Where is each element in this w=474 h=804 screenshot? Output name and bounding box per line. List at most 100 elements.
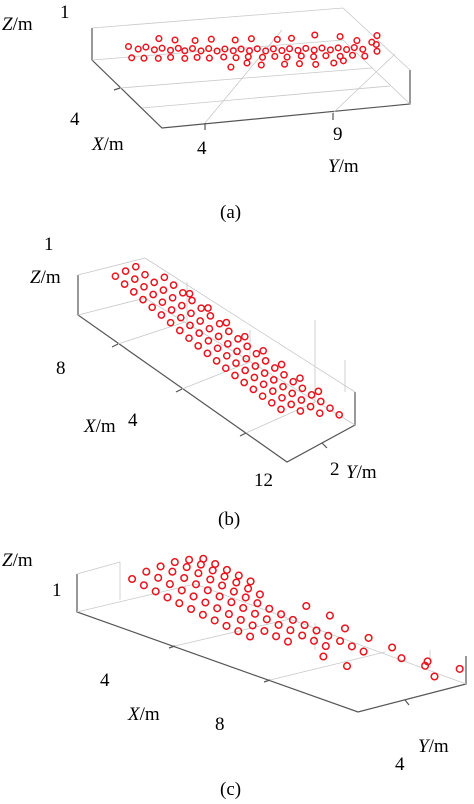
panel-c-point-52 [246, 632, 255, 641]
panel-b-axes [77, 257, 356, 463]
panel-a-point-28 [350, 44, 358, 52]
panel-a-point-68 [247, 35, 255, 43]
panel-a-point-36 [205, 54, 213, 62]
panel-c-point-71 [397, 654, 406, 663]
panel-a-point-40 [258, 53, 267, 61]
panel-c-point-79 [430, 672, 439, 681]
panel-b-caption: (b) [218, 509, 240, 530]
panel-a-back-edge [91, 7, 344, 29]
panel-b-point-62 [258, 392, 267, 401]
panel-b-point-49 [252, 349, 261, 358]
panel-c-point-36 [213, 604, 222, 613]
panel-c-point-57 [286, 626, 295, 635]
panel-b-point-57 [270, 364, 279, 372]
panel-b-point-64 [279, 382, 287, 391]
panel-a-point-18 [269, 45, 277, 53]
panel-b-point-4 [130, 275, 139, 283]
panel-c-y-tick-label-1: 4 [395, 754, 405, 775]
panel-c-point-35 [198, 610, 207, 619]
panel-b: 1 Z/m 8 X/m 4 12 2 Y/m (b) [30, 234, 377, 530]
panel-a-point-1 [134, 45, 142, 53]
panel-c-point-69 [364, 633, 373, 642]
panel-c-point-55 [288, 615, 297, 624]
panel-b-point-2 [131, 262, 140, 271]
panel-b-x-tick-2 [175, 388, 183, 393]
panel-c-x-tick-2 [263, 679, 271, 683]
panel-b-point-13 [169, 281, 178, 289]
panel-c-caption: (c) [220, 779, 241, 800]
panel-c-grid-2 [269, 651, 386, 681]
panel-b-grid-1 [117, 321, 186, 345]
panel-b-point-34 [194, 342, 203, 350]
panel-b-point-12 [159, 286, 168, 294]
panel-b-point-45 [243, 342, 252, 351]
panel-a-point-2 [142, 43, 150, 51]
panel-a-point-12 [221, 45, 229, 53]
panel-c-point-24 [175, 599, 184, 608]
panel-c-x-tick-label-1: 4 [100, 670, 110, 691]
panel-b-x-tick-1 [111, 343, 119, 348]
panel-c-point-49 [248, 621, 257, 630]
panel-b-point-59 [259, 380, 268, 389]
panel-a-point-22 [302, 44, 310, 52]
panel-b-x-axis-label: X/m [83, 416, 116, 437]
panel-c-point-0 [128, 574, 137, 584]
panel-b-point-80 [185, 289, 194, 298]
panel-a-point-69 [273, 35, 281, 43]
panel-a-x-axis-label: X/m [91, 134, 124, 155]
panel-c-y-tick-1 [404, 699, 410, 706]
panel-b-z-axis-label: Z/m [30, 267, 61, 288]
panel-b-point-14 [148, 303, 157, 312]
panel-c-point-56 [272, 632, 281, 641]
panel-b-back-edge [77, 257, 146, 276]
panel-b-point-60 [269, 376, 278, 384]
panel-a-point-52 [373, 32, 381, 40]
panel-c-point-17 [222, 565, 231, 574]
panel-a-point-35 [193, 53, 201, 61]
panel-b-point-28 [196, 317, 205, 325]
panel-a-point-29 [359, 45, 367, 53]
panel-a-point-46 [336, 52, 344, 60]
panel-c-point-58 [300, 621, 309, 630]
panel-c-point-78 [302, 601, 311, 611]
panel-a-point-71 [155, 35, 163, 43]
panel-b-point-67 [278, 393, 286, 402]
panel-c-point-8 [168, 567, 177, 576]
panel-a-point-16 [253, 45, 261, 53]
panel-c-point-73 [421, 661, 430, 670]
panel-a-point-67 [231, 36, 239, 44]
panel-a-point-24 [318, 44, 326, 52]
panel-a-point-43 [297, 52, 305, 60]
panel-c-point-15 [194, 569, 203, 578]
panel-b-point-77 [315, 409, 324, 418]
panel-b-x-tick-3 [239, 432, 247, 437]
panel-a-point-48 [361, 52, 369, 60]
panel-b-point-10 [139, 295, 147, 304]
panel-c-point-22 [220, 572, 229, 581]
panel-a-point-45 [322, 52, 330, 60]
panel-c-point-10 [196, 560, 205, 569]
panel-b-back-floor [77, 297, 146, 316]
panel-a-axes [91, 7, 411, 130]
panel-b-points [111, 262, 344, 419]
panel-b-point-21 [188, 296, 196, 305]
panel-a-frame [91, 28, 411, 129]
panel-b-point-27 [186, 321, 194, 330]
panel-c-point-61 [312, 626, 321, 635]
panel-b-point-55 [250, 373, 259, 382]
panel-a-point-11 [213, 47, 221, 55]
panel-b-grid-3 [245, 401, 316, 434]
panel-c-point-3 [170, 558, 179, 567]
panel-c-point-42 [239, 603, 248, 613]
panel-a-point-39 [244, 53, 252, 61]
panel-c-point-26 [203, 586, 212, 595]
panel-a-point-5 [166, 46, 175, 54]
panel-b-point-87 [314, 387, 323, 396]
panel-a-x-tick-1 [113, 87, 121, 91]
panel-b-point-84 [259, 346, 268, 355]
panel-a-point-64 [171, 36, 179, 44]
panel-a-point-4 [158, 44, 166, 52]
panel-b-point-33 [215, 319, 224, 328]
panel-c-point-9 [182, 563, 191, 572]
panel-c-point-37 [227, 598, 236, 607]
